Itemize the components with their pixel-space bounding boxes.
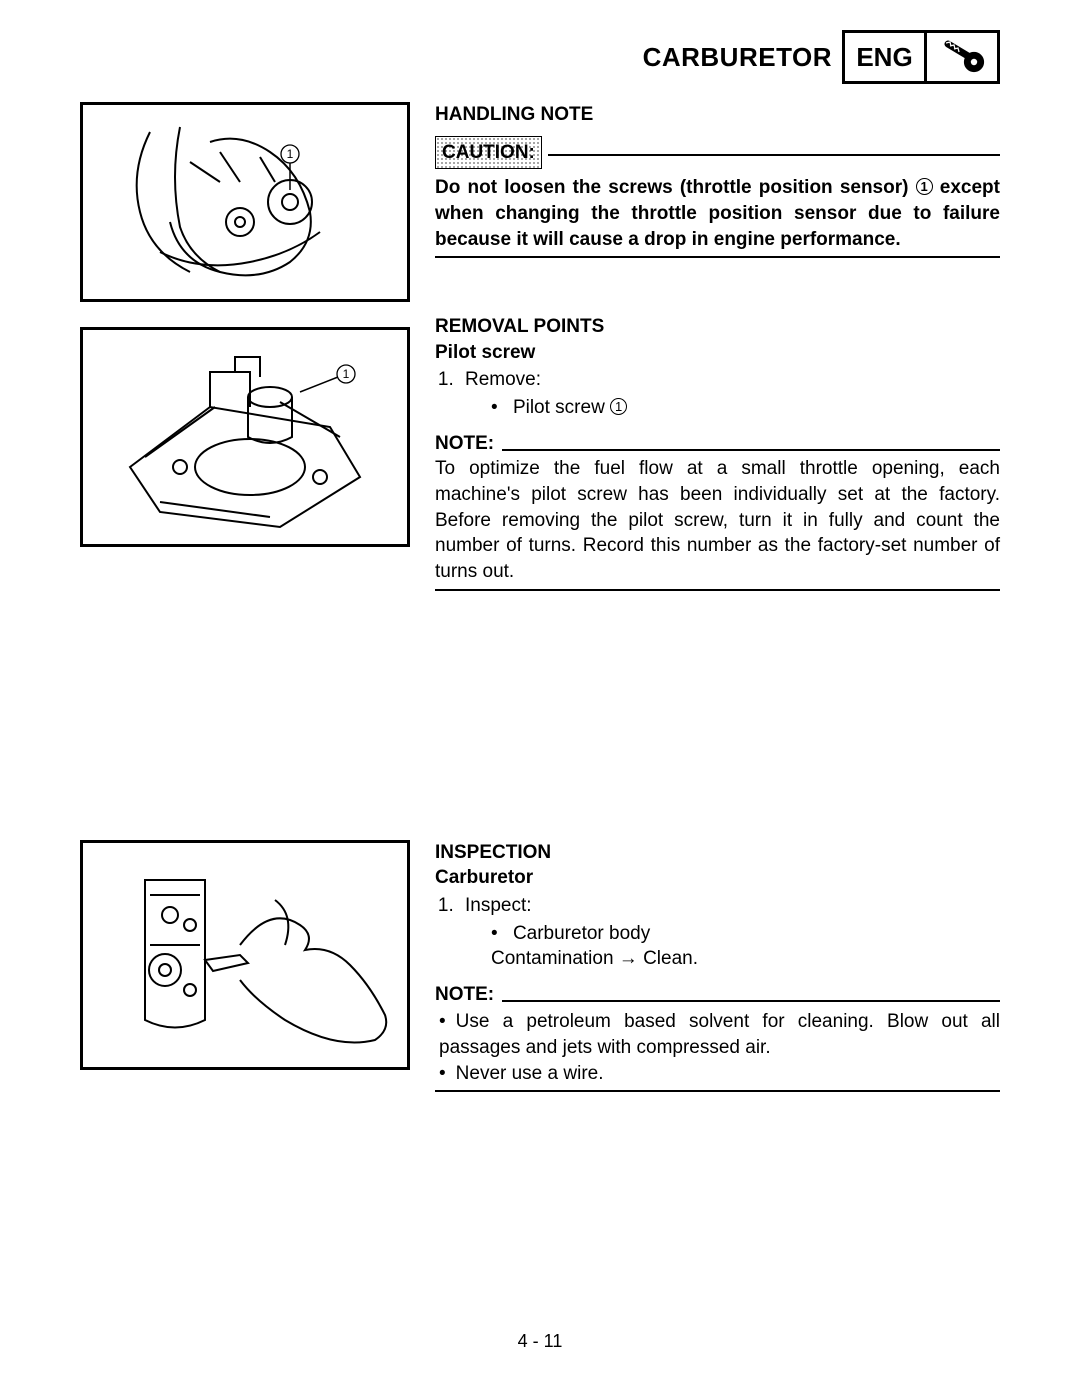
inspection-section: INSPECTION Carburetor Inspect: Carbureto… xyxy=(80,840,1000,1097)
inspection-note-list: Use a petroleum based solvent for cleani… xyxy=(435,1009,1000,1086)
inspection-note-2: Never use a wire. xyxy=(439,1061,1000,1087)
reference-marker-1b: 1 xyxy=(610,398,627,415)
illustration-column-2 xyxy=(80,840,410,1097)
inspection-step-1: Inspect: Carburetor body Contamination →… xyxy=(459,893,1000,972)
inspection-note-1: Use a petroleum based solvent for cleani… xyxy=(439,1009,1000,1060)
reference-marker-1: 1 xyxy=(916,178,933,195)
bullet-text: Pilot screw xyxy=(513,397,610,418)
caution-label: CAUTION: xyxy=(435,136,542,170)
caution-header-row: CAUTION: xyxy=(435,136,1000,170)
note-header-row: NOTE: xyxy=(435,431,1000,457)
note-header-row-2: NOTE: xyxy=(435,982,1000,1008)
illustration-pilot-screw: 1 xyxy=(80,327,410,547)
note-rule-2 xyxy=(502,1000,1000,1002)
handling-text-column: HANDLING NOTE CAUTION: Do not loosen the… xyxy=(435,102,1000,595)
removal-note-body: To optimize the fuel flow at a small thr… xyxy=(435,456,1000,584)
inspection-subheading: Carburetor xyxy=(435,865,1000,891)
note-label: NOTE: xyxy=(435,431,494,457)
note-label-2: NOTE: xyxy=(435,982,494,1008)
bullet-subtext: Contamination → Clean. xyxy=(491,948,698,969)
note-rule xyxy=(502,449,1000,451)
inspection-bullets: Carburetor body Contamination → Clean. xyxy=(465,921,1000,972)
removal-steps: Remove: Pilot screw 1 xyxy=(435,367,1000,420)
page-header: CARBURETOR ENG xyxy=(80,30,1000,84)
header-badge-group: ENG xyxy=(842,30,1000,84)
removal-bullet-1: Pilot screw 1 xyxy=(485,395,1000,421)
engine-icon xyxy=(927,33,997,81)
page-number: 4 - 11 xyxy=(0,1331,1080,1352)
illustration-throttle-sensor: 1 xyxy=(80,102,410,302)
removal-bullets: Pilot screw 1 xyxy=(465,395,1000,421)
bullet-text: Carburetor body xyxy=(513,923,650,944)
removal-heading: REMOVAL POINTS xyxy=(435,314,1000,340)
handling-section: 1 1 xyxy=(80,102,1000,595)
svg-text:1: 1 xyxy=(287,147,294,161)
language-box: ENG xyxy=(845,33,927,81)
inspection-text-column: INSPECTION Carburetor Inspect: Carbureto… xyxy=(435,840,1000,1097)
svg-text:1: 1 xyxy=(343,367,350,381)
caution-text-part1: Do not loosen the screws (throttle posit… xyxy=(435,177,916,198)
inspection-bullet-1: Carburetor body Contamination → Clean. xyxy=(485,921,1000,972)
caution-rule xyxy=(548,154,1000,156)
handling-heading: HANDLING NOTE xyxy=(435,102,1000,128)
inspection-heading: INSPECTION xyxy=(435,840,1000,866)
divider xyxy=(435,256,1000,258)
caution-body: Do not loosen the screws (throttle posit… xyxy=(435,175,1000,252)
illustration-column: 1 1 xyxy=(80,102,410,595)
step-label: Inspect: xyxy=(465,895,532,916)
divider xyxy=(435,1090,1000,1092)
illustration-carburetor-cleaning xyxy=(80,840,410,1070)
step-label: Remove: xyxy=(465,369,541,390)
removal-step-1: Remove: Pilot screw 1 xyxy=(459,367,1000,420)
removal-subheading: Pilot screw xyxy=(435,340,1000,366)
section-title: CARBURETOR xyxy=(643,42,832,73)
inspection-steps: Inspect: Carburetor body Contamination →… xyxy=(435,893,1000,972)
manual-page: CARBURETOR ENG xyxy=(0,0,1080,1397)
divider xyxy=(435,589,1000,591)
